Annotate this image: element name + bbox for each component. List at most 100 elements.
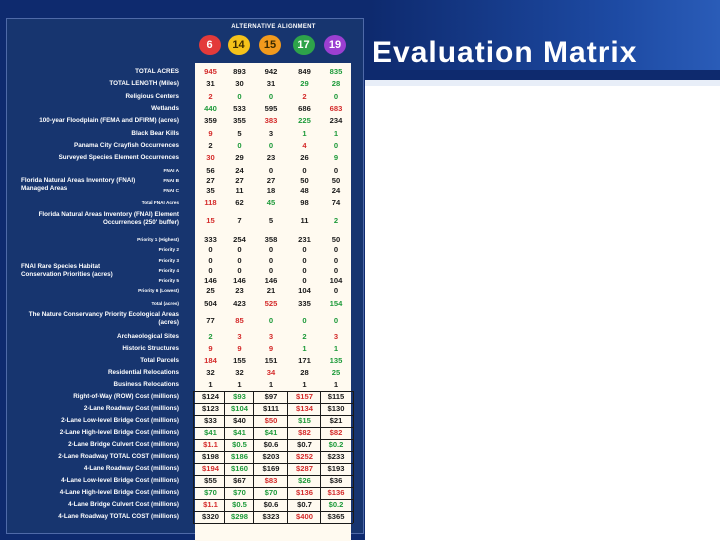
matrix-row-label: Religious Centers	[125, 93, 179, 100]
matrix-row-label: FNAI B	[163, 178, 179, 183]
matrix-group-label: FNAI Rare Species Habitat Conservation P…	[21, 263, 113, 278]
matrix-cell: 28	[331, 79, 341, 88]
matrix-cell: 45	[266, 198, 276, 207]
matrix-cell: $26	[298, 476, 311, 485]
matrix-cell: 11	[235, 186, 244, 195]
matrix-header: ALTERNATIVE ALIGNMENT	[231, 24, 316, 30]
matrix-cell: 440	[204, 104, 217, 113]
matrix-cell: 0	[333, 256, 339, 265]
matrix-cell: $1.1	[203, 440, 218, 449]
matrix-cell: 9	[268, 344, 274, 353]
matrix-cell: 56	[206, 166, 215, 175]
matrix-cell: 525	[264, 299, 278, 308]
matrix-cell: $40	[233, 416, 246, 425]
matrix-cell: 74	[331, 198, 341, 207]
matrix-row-label: FNAI C	[163, 188, 179, 193]
matrix-row-label: 4-Lane Low-level Bridge Cost (millions)	[61, 477, 179, 484]
matrix-cell: 1	[302, 344, 307, 353]
matrix-cell: 0	[208, 256, 213, 265]
matrix-cell: $136	[296, 488, 313, 497]
matrix-group-label: Florida Natural Areas Inventory (FNAI) M…	[21, 177, 136, 192]
matrix-cell: 0	[208, 245, 213, 254]
title-band	[370, 0, 720, 70]
cost-grid-line	[193, 403, 353, 404]
matrix-cell: 25	[331, 368, 341, 377]
matrix-cell: 1	[302, 129, 307, 138]
matrix-cell: $93	[233, 392, 246, 401]
matrix-row-label: Archaeological Sites	[117, 333, 179, 340]
matrix-cell: 0	[268, 316, 274, 325]
cost-grid-line	[193, 439, 353, 440]
matrix-cell: 5	[268, 216, 274, 225]
matrix-row-label: 4-Lane Roadway TOTAL COST (millions)	[58, 513, 179, 520]
matrix-cell: 23	[266, 153, 276, 162]
matrix-cell: $0.2	[328, 500, 344, 509]
matrix-cell: $287	[296, 464, 313, 473]
matrix-cell: 1	[302, 380, 307, 389]
matrix-cell: $136	[327, 488, 345, 497]
cost-grid-line	[224, 391, 225, 523]
matrix-cell: 31	[206, 79, 215, 88]
matrix-cell: 30	[206, 153, 215, 162]
matrix-cell: 27	[235, 176, 244, 185]
matrix-cell: $36	[329, 476, 343, 485]
matrix-cell: 24	[235, 166, 244, 175]
matrix-row-label: Priority 6 (Lowest)	[138, 288, 179, 293]
cost-grid-line	[193, 451, 353, 452]
matrix-cell: $82	[329, 428, 343, 437]
matrix-row-label: 4-Lane High-level Bridge Cost (millions)	[59, 489, 179, 496]
matrix-row-label: 2-Lane Roadway Cost (millions)	[83, 405, 179, 412]
matrix-cell: $67	[233, 476, 246, 485]
matrix-row-label: 2-Lane High-level Bridge Cost (millions)	[59, 429, 179, 436]
matrix-cell: 50	[331, 235, 341, 244]
matrix-cell: 146	[204, 276, 217, 285]
matrix-cell: $298	[231, 512, 248, 521]
matrix-cell: 0	[268, 266, 274, 275]
matrix-cell: 9	[208, 344, 213, 353]
matrix-cell: 2	[208, 141, 213, 150]
matrix-cell: 27	[206, 176, 215, 185]
matrix-cell: $41	[233, 428, 246, 437]
matrix-cell: 945	[204, 67, 217, 76]
cost-grid-line	[193, 391, 194, 523]
matrix-cell: 23	[235, 286, 244, 295]
matrix-cell: 0	[333, 266, 339, 275]
alternative-badge: 15	[259, 35, 281, 55]
matrix-cell: 3	[268, 332, 274, 341]
matrix-cell: 26	[300, 153, 309, 162]
matrix-cell: 254	[233, 235, 246, 244]
matrix-cell: $0.5	[232, 500, 247, 509]
matrix-cell: 533	[233, 104, 246, 113]
matrix-cell: 1	[333, 129, 339, 138]
matrix-cell: 686	[298, 104, 311, 113]
matrix-cell: 0	[237, 92, 242, 101]
matrix-cell: $0.6	[263, 500, 279, 509]
matrix-cell: 0	[333, 141, 339, 150]
cost-grid-line	[287, 391, 288, 523]
matrix-cell: $365	[327, 512, 345, 521]
matrix-cell: $50	[264, 416, 278, 425]
matrix-cell: 7	[237, 216, 242, 225]
matrix-cell: 48	[300, 186, 309, 195]
matrix-cell: $1.1	[203, 500, 218, 509]
matrix-cell: 383	[264, 116, 278, 125]
slide-title: Evaluation Matrix	[372, 36, 638, 69]
matrix-cell: 135	[329, 356, 343, 365]
matrix-cell: 595	[264, 104, 278, 113]
cost-grid-line	[193, 391, 353, 392]
matrix-row-label: 2-Lane Roadway TOTAL COST (millions)	[58, 453, 179, 460]
matrix-cell: 1	[237, 380, 242, 389]
matrix-cell: 504	[204, 299, 217, 308]
cost-grid-line	[193, 511, 353, 512]
matrix-cell: 0	[268, 245, 274, 254]
matrix-cell: $21	[329, 416, 343, 425]
matrix-cell: 2	[302, 332, 307, 341]
matrix-row-label: 4-Lane Roadway Cost (millions)	[83, 465, 179, 472]
cost-grid-line	[353, 391, 354, 523]
matrix-cell: 0	[333, 316, 339, 325]
matrix-cell: 104	[298, 286, 311, 295]
matrix-cell: 1	[333, 344, 339, 353]
matrix-row-label: FNAI A	[163, 168, 179, 173]
alternative-badge: 6	[198, 35, 221, 55]
matrix-cell: $323	[262, 512, 280, 521]
